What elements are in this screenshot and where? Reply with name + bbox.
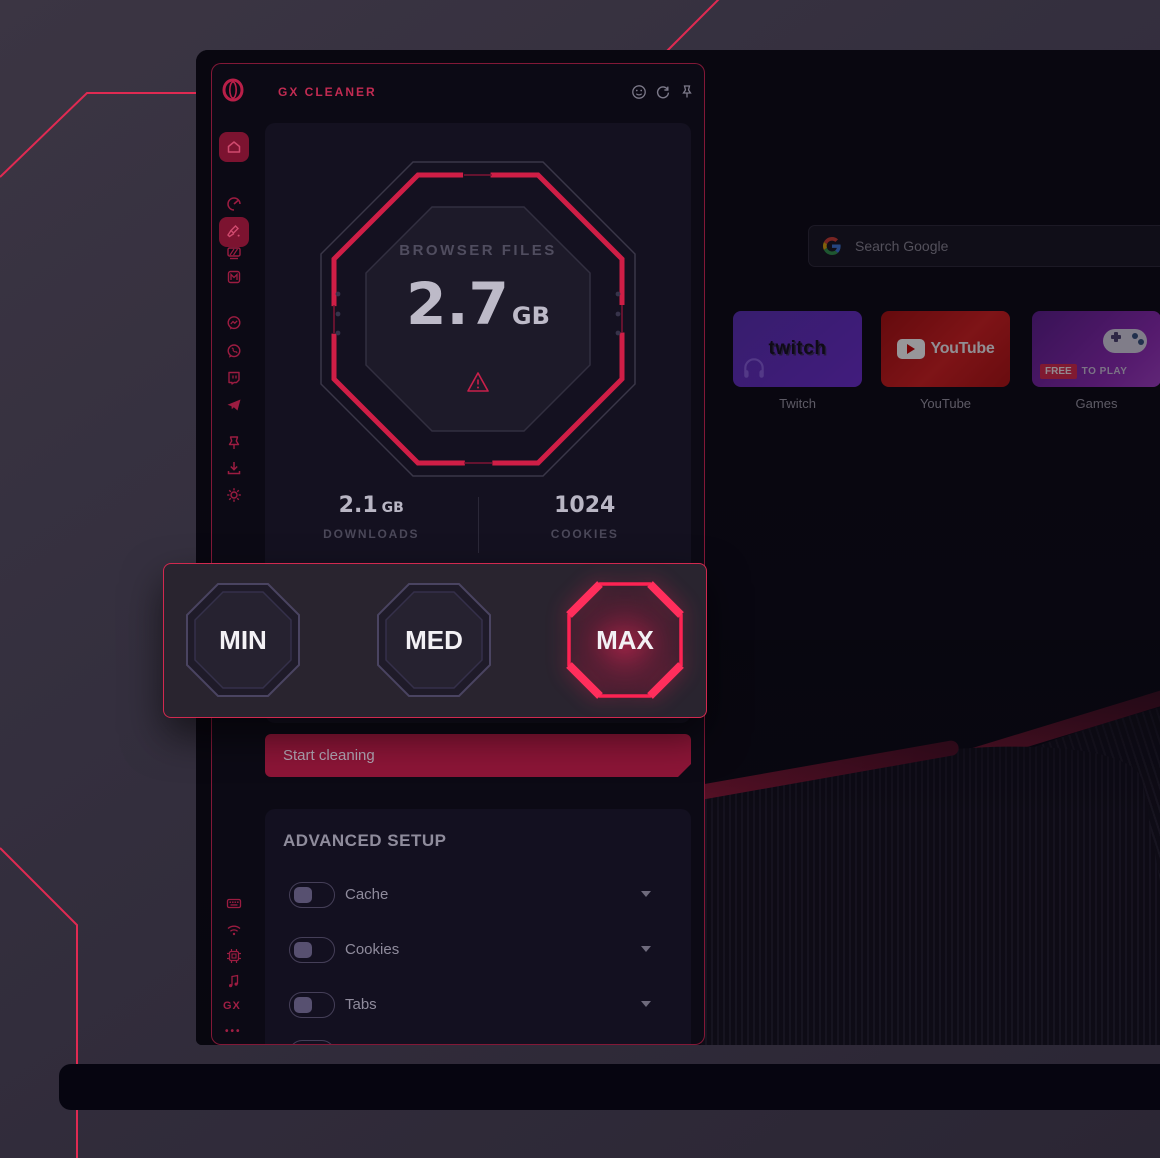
tabs-toggle[interactable]	[289, 992, 335, 1018]
advanced-row-partial	[265, 1040, 691, 1046]
tile-twitch-label: Twitch	[779, 396, 816, 411]
headphones-icon	[744, 358, 764, 378]
speed-dial-icon[interactable]	[225, 195, 243, 213]
level-button-max-selected[interactable]: MAX	[566, 581, 684, 699]
google-g-icon	[823, 237, 841, 255]
tile-games[interactable]: FREE TO PLAY	[1032, 311, 1160, 387]
network-wifi-icon[interactable]	[225, 921, 243, 939]
gx-cleaner-panel: GX CLEANER	[211, 63, 705, 1045]
pinboards-icon[interactable]	[225, 434, 243, 452]
gauge-label: BROWSER FILES	[399, 242, 557, 259]
start-cleaning-label: Start cleaning	[283, 747, 375, 764]
cookies-toggle[interactable]	[289, 937, 335, 963]
cookies-stat: 1024 COOKIES	[479, 493, 692, 565]
tile-twitch[interactable]: twitch	[733, 311, 862, 387]
advanced-setup-card: ADVANCED SETUP Cache Cookies Tabs	[265, 809, 691, 1046]
min-octagon	[186, 583, 300, 697]
more-icon[interactable]: •••	[225, 1026, 242, 1037]
advanced-setup-heading: ADVANCED SETUP	[283, 831, 447, 850]
gauge-number: 2.7	[406, 270, 509, 338]
music-note-icon[interactable]	[225, 972, 243, 990]
toggle-knob	[294, 886, 312, 903]
cleaner-brush-icon	[227, 225, 240, 238]
advanced-row-cookies: Cookies	[265, 937, 691, 971]
min-label: MIN	[219, 624, 267, 655]
cache-expand-arrow[interactable]	[641, 891, 651, 897]
panel-title: GX CLEANER	[278, 85, 377, 99]
cookies-label: Cookies	[345, 941, 400, 958]
free-badge: FREE	[1040, 364, 1077, 379]
cookies-label: COOKIES	[550, 527, 619, 541]
home-icon	[227, 141, 241, 153]
whatsapp-icon[interactable]	[225, 342, 243, 360]
sidebar-item-home[interactable]	[219, 132, 249, 162]
warning-triangle-icon	[467, 372, 489, 392]
cookies-value: 1024	[554, 493, 616, 518]
start-cleaning-button[interactable]: Start cleaning	[265, 734, 691, 777]
partial-toggle[interactable]	[289, 1040, 335, 1046]
tabs-expand-arrow[interactable]	[641, 1001, 651, 1007]
stats-row: 2.1 GB DOWNLOADS 1024 COOKIES	[265, 493, 691, 565]
google-search-bar[interactable]	[808, 225, 1160, 267]
toggle-knob	[294, 941, 312, 958]
opera-logo-icon[interactable]	[221, 78, 245, 102]
twitch-chat-icon[interactable]	[225, 369, 243, 387]
toggle-knob	[294, 1045, 312, 1046]
level-button-min[interactable]: MIN	[184, 581, 302, 699]
gx-corner-icon[interactable]	[225, 244, 243, 262]
mods-icon[interactable]	[225, 268, 243, 286]
to-play-text: TO PLAY	[1081, 366, 1128, 377]
reload-icon[interactable]	[655, 84, 671, 100]
downloads-stat: 2.1 GB DOWNLOADS	[265, 493, 478, 565]
laptop-base	[59, 1064, 1160, 1110]
max-label: MAX	[596, 624, 654, 655]
gauge-value: 2.7 GB	[265, 275, 691, 333]
cookies-expand-arrow[interactable]	[641, 946, 651, 952]
advanced-row-cache: Cache	[265, 882, 691, 916]
gamepad-icon	[1103, 329, 1147, 353]
cpu-icon[interactable]	[225, 947, 243, 965]
toggle-knob	[294, 996, 312, 1013]
cache-toggle[interactable]	[289, 882, 335, 908]
max-octagon	[566, 581, 684, 699]
youtube-play-icon	[896, 339, 925, 359]
clean-level-callout: MIN MED MAX	[163, 563, 707, 718]
med-octagon	[377, 583, 491, 697]
browser-files-gauge	[320, 161, 636, 477]
cache-label: Cache	[345, 886, 389, 903]
tile-youtube[interactable]: YouTube	[881, 311, 1010, 387]
downloads-label: DOWNLOADS	[323, 527, 420, 541]
tabs-label: Tabs	[345, 996, 377, 1013]
gx-menu-icon[interactable]: GX	[223, 1000, 241, 1012]
twitch-logo: twitch	[768, 338, 827, 359]
stats-divider	[477, 497, 479, 553]
pin-icon[interactable]	[679, 84, 695, 100]
warning-area	[265, 371, 691, 393]
downloads-icon[interactable]	[225, 459, 243, 477]
advanced-row-tabs: Tabs	[265, 992, 691, 1026]
messenger-icon[interactable]	[225, 314, 243, 332]
youtube-logo: YouTube	[930, 340, 995, 357]
level-button-med[interactable]: MED	[375, 581, 493, 699]
wallpaper-waves	[701, 640, 1160, 1045]
tile-games-label: Games	[1075, 396, 1118, 411]
telegram-icon[interactable]	[225, 396, 243, 414]
tile-youtube-label: YouTube	[919, 396, 972, 411]
downloads-value: 2.1	[338, 493, 378, 518]
keyboard-icon[interactable]	[225, 894, 243, 912]
gauge-unit: GB	[511, 302, 550, 330]
downloads-unit: GB	[381, 500, 404, 516]
search-input[interactable]	[853, 237, 1117, 255]
med-label: MED	[405, 624, 463, 655]
mood-icon[interactable]	[631, 84, 647, 100]
settings-gear-icon[interactable]	[225, 486, 243, 504]
